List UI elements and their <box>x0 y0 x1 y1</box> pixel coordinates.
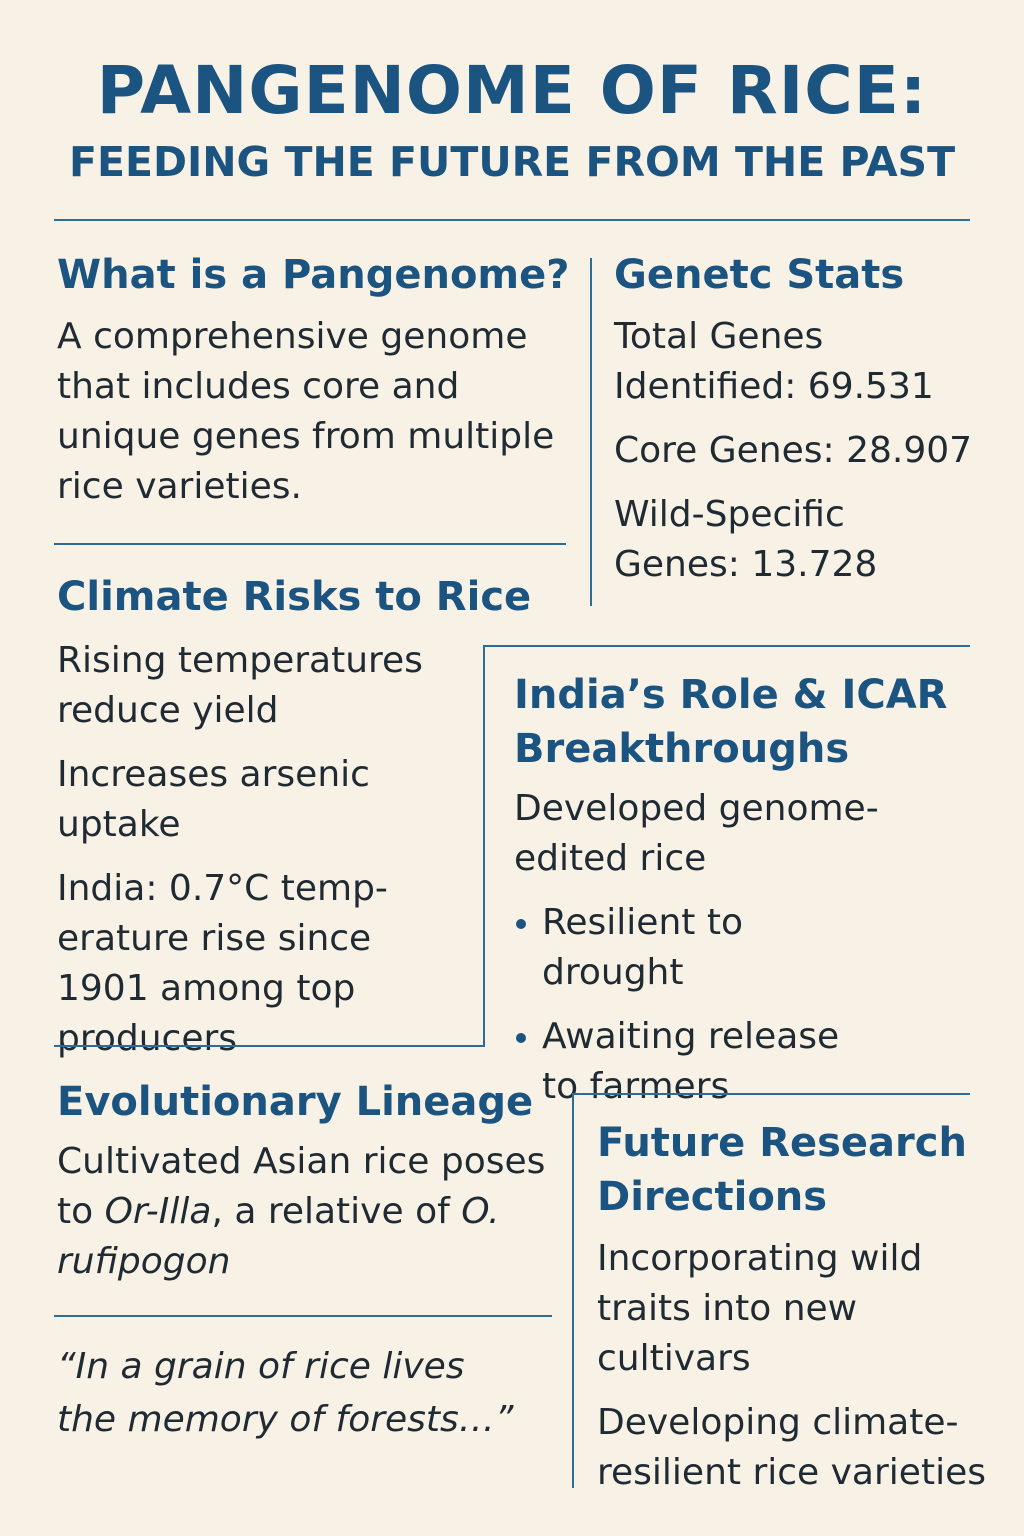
future-top-divider <box>572 1093 970 1095</box>
climate-section: Climate Risks to Rice Rising temperature… <box>57 570 532 1064</box>
future-section: Future Research Directions Incorporating… <box>597 1116 1007 1498</box>
climate-heading: Climate Risks to Rice <box>57 574 532 620</box>
quote-line: “In a grain of rice lives <box>57 1346 465 1387</box>
future-item: Incorporating wild traits into new culti… <box>597 1238 923 1379</box>
stats-section: Genetc Stats Total Genes Identified: 69.… <box>614 248 994 590</box>
pangenome-divider <box>54 543 566 545</box>
species-name: O. rufipogon <box>57 1191 500 1282</box>
lineage-text-part: Cultivated Asian rice poses to <box>57 1141 546 1232</box>
lineage-section: Evolutionary Lineage Cultivated Asian ri… <box>57 1075 552 1287</box>
pangenome-text: A comprehensive genome that includes cor… <box>57 316 555 507</box>
stats-divider <box>590 258 592 606</box>
species-name: Or-Illa <box>104 1191 212 1232</box>
india-top-divider <box>483 645 970 647</box>
india-bullet: Awaiting release to farmers <box>514 1012 862 1112</box>
page-title: PANGENOME OF RICE: <box>96 52 928 129</box>
future-heading: Future Research Directions <box>597 1120 967 1220</box>
climate-item: Increases arsenic uptake <box>57 754 370 845</box>
climate-vertical-divider <box>483 645 485 1045</box>
stat-total-genes: Total Genes Identified: 69.531 <box>614 316 934 407</box>
india-section: India’s Role & ICAR Breakthroughs Develo… <box>514 668 994 1126</box>
stat-core-genes: Core Genes: 28.907 <box>614 430 973 471</box>
stat-wild-genes: Wild-Specific Genes: 13.728 <box>614 494 878 585</box>
future-item: Developing climate-resilient rice variet… <box>597 1402 986 1493</box>
lineage-divider <box>54 1315 552 1317</box>
india-heading: India’s Role & ICAR Breakthroughs <box>514 672 948 772</box>
climate-item: India: 0.7°C temp-erature rise since 190… <box>57 868 388 1059</box>
lineage-text-part: , a relative of <box>211 1191 462 1232</box>
india-bullet: Resilient to drought <box>514 898 894 998</box>
header-divider <box>54 219 970 221</box>
india-intro: Developed genome-edited rice <box>514 788 879 879</box>
page-subtitle: FEEDING THE FUTURE FROM THE PAST <box>68 138 956 186</box>
pangenome-section: What is a Pangenome? A comprehensive gen… <box>57 248 570 512</box>
climate-bottom-divider <box>54 1045 485 1047</box>
lineage-heading: Evolutionary Lineage <box>57 1079 534 1125</box>
stats-heading: Genetc Stats <box>614 252 905 298</box>
quote: “In a grain of rice lives the memory of … <box>57 1340 557 1446</box>
future-vertical-divider <box>572 1093 574 1488</box>
pangenome-heading: What is a Pangenome? <box>57 252 570 298</box>
quote-line: the memory of forests…” <box>57 1399 514 1440</box>
lineage-text: Cultivated Asian rice poses to Or-Illa, … <box>57 1137 552 1287</box>
climate-item: Rising temperatures reduce yield <box>57 640 423 731</box>
